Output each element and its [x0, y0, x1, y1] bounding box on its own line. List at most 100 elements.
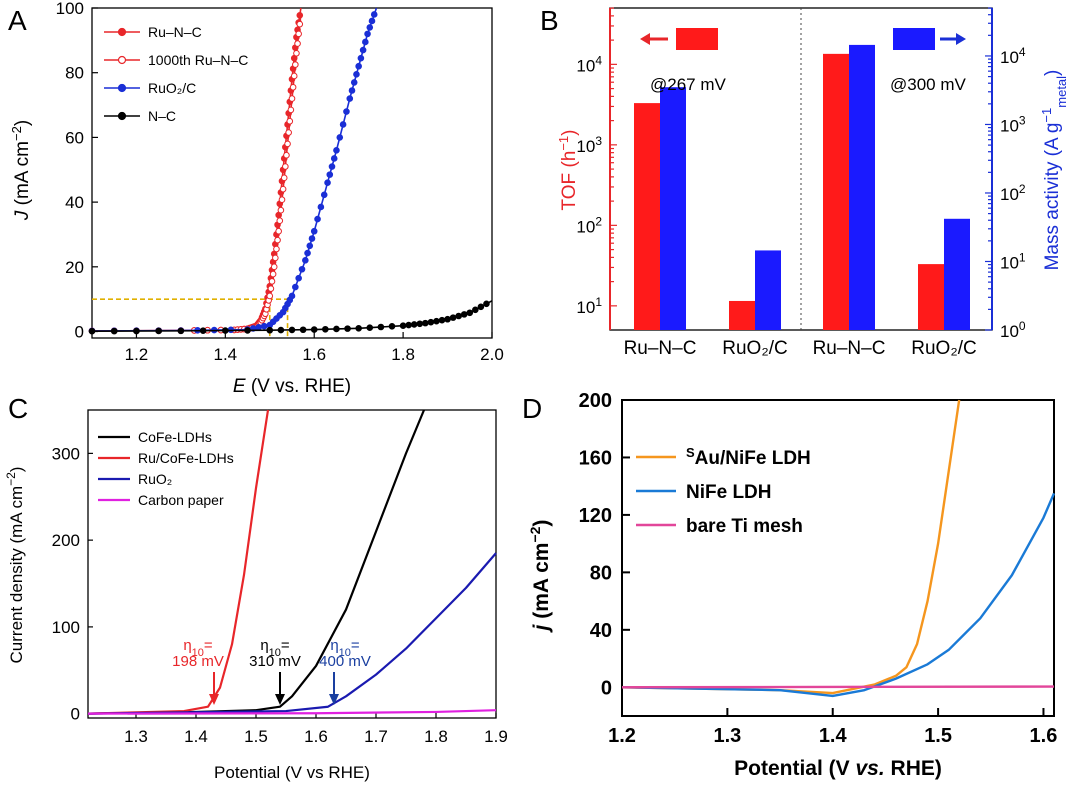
panel-d-legend: SAu/NiFe LDH NiFe LDH bare Ti mesh — [636, 445, 811, 537]
a-series-point — [344, 325, 351, 332]
d-x-tick-label: 1.4 — [819, 725, 848, 747]
a-series-point — [284, 140, 291, 148]
d-y-tick-label: 120 — [579, 505, 612, 527]
a-series-point — [296, 20, 304, 28]
a-series-point — [199, 327, 207, 335]
mass-activity-indicator-swatch — [893, 28, 935, 50]
c-x-tick-label: 1.8 — [424, 727, 448, 746]
a-series-point — [355, 324, 362, 332]
a-series-point — [282, 163, 289, 170]
a-series-point — [427, 318, 435, 326]
a-series-point — [279, 185, 287, 193]
a-series-point — [353, 71, 360, 78]
a-series-point — [388, 323, 396, 330]
a-series-point — [339, 121, 347, 128]
a-series-point — [277, 326, 285, 334]
a-series-point — [289, 83, 297, 91]
panel-c-legend: CoFe-LDHs Ru/CoFe-LDHs RuO₂ Carbon paper — [98, 429, 234, 508]
b-tof-bar — [918, 264, 944, 330]
a-series-point — [298, 265, 306, 273]
b-mass-activity-bar — [755, 250, 781, 330]
a-y-tick-label: 80 — [65, 64, 84, 83]
d-series-line — [621, 685, 1055, 689]
panel-b-letter: B — [540, 5, 559, 36]
b-category-label: Ru–N–C — [813, 338, 886, 359]
panel-d-ticks: 1.2 1.3 1.4 1.5 1.6 0 40 80 120 160 200 — [579, 390, 1058, 747]
a-y-tick-label: 60 — [65, 128, 84, 147]
a-y-tick-label: 40 — [65, 193, 84, 212]
a-y-tick-label: 100 — [56, 0, 84, 18]
a-series-point — [343, 108, 350, 115]
a-series-point — [472, 306, 479, 314]
a-legend-marker — [117, 27, 127, 37]
a-series-point — [460, 311, 468, 318]
a-series-point — [255, 324, 262, 331]
d-x-tick-label: 1.2 — [608, 725, 636, 747]
c-x-tick-label: 1.6 — [304, 727, 328, 746]
a-series-point — [314, 215, 321, 223]
a-series-point — [399, 322, 407, 330]
panel-a-series — [88, 7, 493, 335]
a-series-point — [310, 227, 318, 235]
a-series-point — [260, 322, 268, 330]
a-legend-marker — [117, 55, 127, 65]
d-legend-label: bare Ti mesh — [686, 516, 803, 537]
a-series-point — [110, 327, 118, 335]
panel-c-x-axis-label: Potential (V vs RHE) — [214, 763, 370, 782]
a-series-point — [272, 254, 279, 262]
c-y-tick-label: 300 — [52, 444, 80, 463]
c-eta-value: 400 mV — [319, 653, 371, 670]
a-series-point — [377, 323, 385, 331]
a-series-point — [317, 203, 325, 211]
a-x-tick-label: 2.0 — [480, 345, 504, 364]
a-series-point — [320, 191, 328, 199]
b-right-tick-label: 100 — [1000, 319, 1026, 341]
a-series-point — [294, 40, 301, 47]
d-x-tick-label: 1.3 — [713, 725, 741, 747]
b-left-tick-label: 104 — [576, 53, 602, 75]
b-right-tick-label: 104 — [1000, 45, 1026, 67]
a-series-point — [285, 129, 292, 136]
a-series-point — [276, 217, 284, 225]
c-eta-arrowhead-icon — [209, 694, 219, 705]
a-series-point — [348, 87, 356, 94]
a-series-point — [177, 327, 185, 335]
d-x-tick-label: 1.5 — [924, 725, 952, 747]
b-right-tick-label: 102 — [1000, 182, 1026, 204]
a-series-point — [286, 117, 294, 125]
a-series-point — [290, 72, 298, 80]
d-legend-label: SAu/NiFe LDH — [686, 445, 811, 470]
b-mass-activity-bar — [944, 218, 970, 330]
a-series-point — [267, 285, 275, 292]
a-y-tick-label: 0 — [75, 323, 84, 342]
b-category-label: RuO₂/C — [911, 338, 976, 359]
b-left-tick-label: 103 — [576, 134, 602, 156]
tof-indicator-swatch — [676, 28, 718, 50]
panel-a-frame — [91, 7, 493, 339]
a-series-point — [370, 11, 378, 18]
a-series-point — [288, 95, 296, 102]
a-series-point — [306, 242, 314, 250]
panel-a-x-axis-label: E (V vs. RHE) — [233, 376, 351, 397]
a-series-point — [288, 326, 296, 334]
panel-a-ticks: 1.2 1.4 1.6 1.8 2.0 0 20 40 60 80 100 — [56, 0, 504, 364]
panel-c-series — [87, 409, 497, 715]
a-series-point — [438, 316, 446, 324]
panel-c-letter: C — [8, 393, 28, 424]
left-arrowhead-icon — [640, 33, 650, 45]
b-tof-bar — [729, 300, 755, 330]
c-y-tick-label: 200 — [52, 531, 80, 550]
a-series-point — [274, 236, 281, 244]
a-series-point — [299, 326, 307, 334]
b-tof-bar — [823, 53, 849, 331]
a-series-point — [277, 206, 285, 214]
b-mass-activity-bar — [660, 87, 686, 330]
a-series-point — [444, 315, 451, 323]
c-series-line — [87, 552, 497, 715]
panel-b-left-axis-label: TOF (h−1) — [556, 130, 581, 211]
a-series-point — [328, 163, 336, 170]
b-category-label: RuO₂/C — [722, 338, 787, 359]
a-legend-marker — [117, 111, 127, 121]
a-x-tick-label: 1.4 — [214, 345, 238, 364]
c-eta-arrowhead-icon — [275, 694, 285, 705]
